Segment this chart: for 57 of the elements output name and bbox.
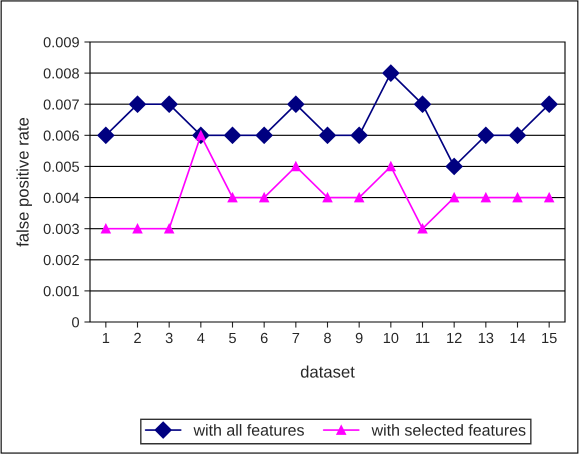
legend-label: with selected features xyxy=(372,424,526,436)
point xyxy=(418,224,428,234)
x-tick-label: 4 xyxy=(197,332,204,343)
point xyxy=(290,162,301,172)
point xyxy=(449,192,460,202)
x-tick-label: 7 xyxy=(292,332,300,343)
y-tick-label: 0.002 xyxy=(44,254,79,266)
point xyxy=(318,126,336,144)
x-tick-label: 9 xyxy=(356,332,363,344)
y-tick-label: 0.004 xyxy=(44,192,80,203)
point xyxy=(97,126,114,144)
point xyxy=(354,192,364,202)
y-tick-label: 0.006 xyxy=(44,130,79,141)
x-tick-label: 11 xyxy=(416,332,430,343)
y-tick-label: 0.007 xyxy=(44,99,79,110)
point xyxy=(228,192,238,202)
y-tick-label: 0.009 xyxy=(44,37,79,48)
point xyxy=(322,192,332,202)
point xyxy=(287,96,304,113)
point xyxy=(160,96,178,113)
x-tick-label: 13 xyxy=(478,332,494,344)
point xyxy=(544,192,554,202)
legend-label: with all features xyxy=(193,424,304,436)
point xyxy=(350,126,368,144)
x-tick-label: 6 xyxy=(260,332,268,344)
x-tick-label: 12 xyxy=(447,332,462,343)
y-tick-label: 0.001 xyxy=(44,286,79,296)
point xyxy=(508,126,526,144)
point xyxy=(256,126,273,144)
y-tick-label: 0.003 xyxy=(44,224,79,234)
y-tick-label: 0 xyxy=(72,317,80,328)
x-tick-label: 1 xyxy=(102,332,110,343)
x-tick-label: 14 xyxy=(510,332,526,343)
point xyxy=(224,126,242,144)
point xyxy=(477,126,494,144)
y-tick-label: 0.008 xyxy=(44,68,79,79)
point xyxy=(100,224,111,234)
point xyxy=(414,96,432,113)
point xyxy=(446,158,463,175)
x-tick-label: 10 xyxy=(384,332,398,344)
x-axis-title: dataset xyxy=(300,365,355,378)
x-tick-label: 5 xyxy=(229,332,236,344)
x-tick-label: 3 xyxy=(166,332,173,344)
point xyxy=(512,192,522,202)
x-tick-label: 8 xyxy=(324,332,331,344)
x-tick-label: 15 xyxy=(542,332,557,344)
point xyxy=(128,96,146,113)
x-tick-label: 2 xyxy=(134,332,141,343)
point xyxy=(540,96,558,113)
point xyxy=(259,192,270,202)
y-tick-label: 0.005 xyxy=(44,162,79,172)
point xyxy=(480,192,491,202)
point xyxy=(164,224,174,234)
point xyxy=(386,162,396,172)
point xyxy=(132,224,142,234)
point xyxy=(382,64,400,82)
y-axis-title: false positive rate xyxy=(16,118,32,247)
